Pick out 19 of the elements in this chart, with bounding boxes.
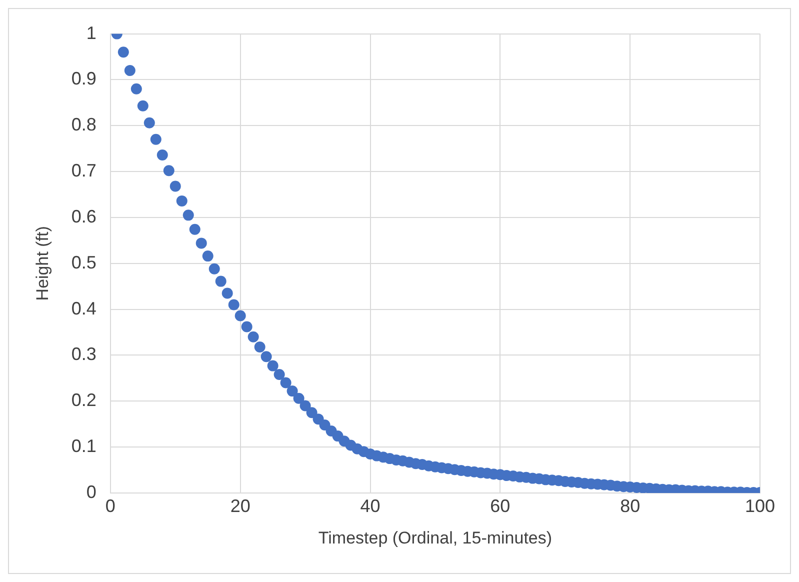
y-tick-label: 0.5: [71, 252, 96, 272]
x-tick-label: 100: [744, 496, 776, 516]
y-tick-label: 0.3: [71, 344, 96, 364]
x-tick-label: 0: [105, 496, 116, 516]
x-axis-title: Timestep (Ordinal, 15-minutes): [318, 528, 552, 548]
y-tick-label: 0.2: [71, 390, 96, 410]
x-tick-label: 20: [230, 496, 250, 516]
y-tick-label: 0.6: [71, 206, 96, 226]
y-tick-label: 0.8: [71, 114, 96, 135]
y-tick-label: 0.4: [71, 298, 96, 318]
x-tick-label: 60: [490, 496, 510, 516]
y-axis-title: Height (ft): [32, 226, 52, 301]
y-tick-label: 0.1: [71, 436, 96, 456]
y-tick-label: 0.7: [71, 160, 96, 181]
y-tick-label: 0: [86, 482, 96, 502]
x-tick-label: 40: [360, 496, 380, 516]
y-tick-label: 1: [86, 22, 96, 43]
y-tick-label: 0.9: [71, 68, 96, 89]
x-tick-label: 80: [620, 496, 640, 516]
